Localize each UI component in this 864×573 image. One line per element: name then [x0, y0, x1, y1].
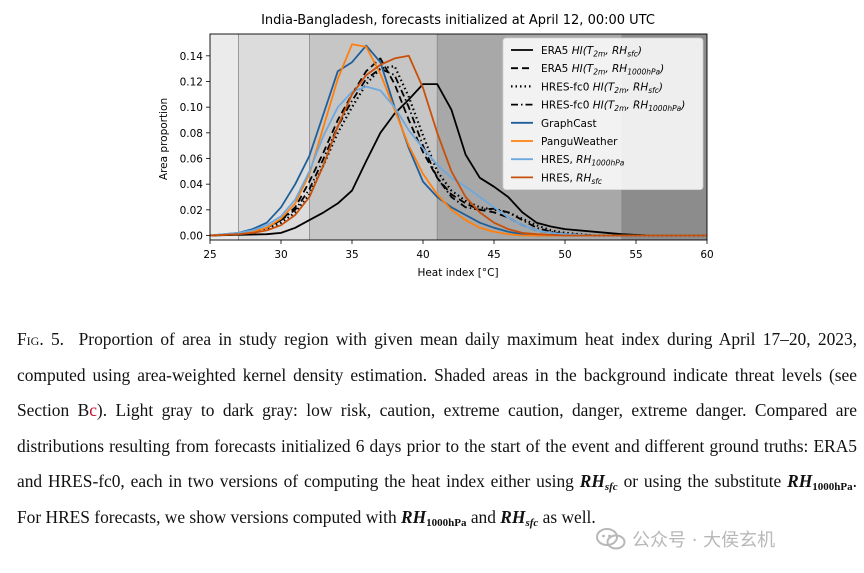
series-line-7 [209, 54, 707, 237]
caption-math-rh-sfc-2: RHsfc [500, 506, 539, 529]
series-lines [209, 43, 707, 237]
y-tick-label: 0.02 [180, 205, 203, 217]
y-tick-label: 0.04 [180, 179, 204, 191]
series-line-5 [209, 43, 707, 237]
caption-figure-label: Fig. 5. [17, 329, 65, 349]
chart-title: India-Bangladesh, forecasts initialized … [261, 13, 655, 28]
y-tick-label: 0.00 [180, 231, 203, 243]
caption-math-rh-1000-2: RH1000hPa [401, 506, 467, 529]
x-tick-label: 25 [203, 249, 216, 261]
caption-text-4: . For HRES forecasts, we show versions c… [17, 471, 857, 527]
y-tick-label: 0.14 [180, 51, 204, 63]
plot-frame [209, 33, 708, 241]
y-axis-label: Area proportion [158, 98, 170, 180]
wechat-icon [596, 528, 626, 550]
y-tick-label: 0.08 [180, 128, 203, 140]
legend-label-4: GraphCast [541, 118, 597, 130]
caption-text-6: as well. [538, 506, 596, 527]
legend-label-6: HRES, RH1000hPa [541, 154, 625, 168]
caption-section-link[interactable]: c [89, 400, 97, 420]
caption-text-3: or using the substitute [617, 471, 788, 491]
x-tick-label: 50 [558, 249, 571, 261]
legend: ERA5 HI(T2m, RHsfc) ERA5 HI(T2m, RH1000hP… [502, 37, 704, 191]
x-tick-label: 30 [274, 249, 287, 261]
series-line-2 [209, 65, 707, 237]
band-caution [238, 34, 310, 240]
legend-label-7: HRES, RHsfc [541, 172, 603, 186]
legend-label-3: HRES-fc0 HI(T2m, RH1000hPa) [541, 100, 685, 114]
y-tick-label: 0.12 [180, 76, 203, 88]
band-low-risk [210, 34, 239, 240]
caption-math-rh-1000-1: RH1000hPa [787, 471, 853, 493]
legend-box [502, 37, 704, 191]
heat-index-chart: India-Bangladesh, forecasts initialized … [158, 13, 714, 279]
y-tick-label: 0.10 [180, 102, 203, 114]
x-tick-label: 60 [700, 249, 713, 261]
caption-math-rh-sfc-1: RHsfc [579, 471, 618, 493]
legend-label-2: HRES-fc0 HI(T2m, RHsfc) [541, 81, 663, 95]
series-line-0 [209, 83, 707, 237]
legend-label-0: ERA5 HI(T2m, RHsfc) [541, 45, 642, 59]
wechat-watermark: 公众号 · 大侯玄机 [596, 527, 775, 551]
x-tick-label: 45 [487, 249, 500, 261]
x-axis-label: Heat index [°C] [417, 267, 498, 279]
legend-label-5: PanguWeather [541, 136, 618, 148]
series-line-3 [209, 67, 707, 237]
caption-text-1: Proportion of area in study region with … [17, 329, 858, 420]
x-tick-label: 55 [629, 249, 642, 261]
series-line-6 [209, 85, 707, 237]
caption-text-5: and [466, 506, 501, 527]
x-tick-label: 35 [345, 249, 358, 261]
figure-caption: Fig. 5. Proportion of area in study regi… [17, 322, 857, 535]
x-axis: 25 30 35 40 45 50 55 60 [203, 240, 714, 261]
caption-text-2: ). Light gray to dark gray: low risk, ca… [17, 400, 857, 491]
y-tick-label: 0.06 [180, 153, 204, 165]
watermark-text: 公众号 · 大侯玄机 [632, 530, 776, 551]
y-axis: 0.00 0.02 0.04 0.06 0.08 0.10 0.12 0.14 [180, 51, 210, 243]
x-tick-label: 40 [416, 249, 429, 261]
legend-label-1: ERA5 HI(T2m, RH1000hPa) [541, 63, 664, 77]
